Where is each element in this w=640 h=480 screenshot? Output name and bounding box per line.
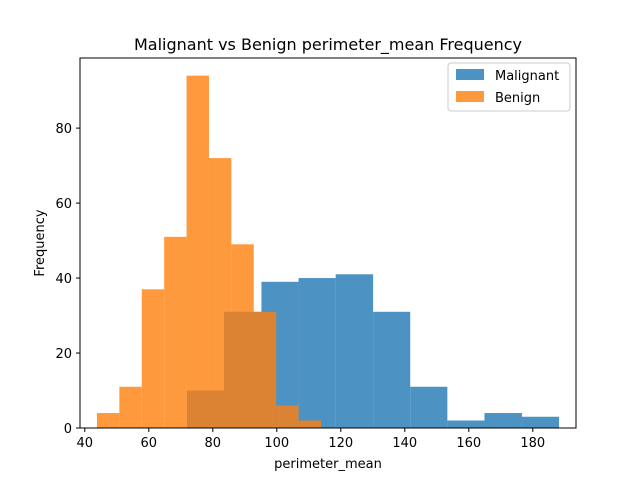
y-tick-label: 40 — [55, 272, 72, 287]
bar-malignant-9 — [521, 416, 560, 428]
legend-label-malignant: Malignant — [495, 69, 559, 84]
plot-frame — [79, 57, 577, 429]
y-tick-label: 20 — [55, 347, 72, 362]
chart-title: Malignant vs Benign perimeter_mean Frequ… — [134, 35, 522, 55]
y-tick-label: 60 — [55, 197, 72, 212]
x-axis-label: perimeter_mean — [274, 457, 382, 472]
bar-malignant-4 — [335, 274, 374, 428]
x-tick-label: 120 — [328, 436, 353, 451]
legend-label-benign: Benign — [495, 91, 540, 106]
x-tick-label: 180 — [520, 436, 545, 451]
bar-benign-0 — [96, 413, 120, 428]
bar-benign-2 — [141, 289, 165, 428]
x-tick-label: 140 — [392, 436, 417, 451]
x-tick-label: 60 — [141, 436, 158, 451]
bar-benign-7 — [253, 311, 277, 428]
x-tick-label: 160 — [456, 436, 481, 451]
legend: Malignant Benign — [447, 62, 571, 112]
x-tick-label: 40 — [77, 436, 94, 451]
legend-swatch-malignant — [456, 69, 484, 80]
bar-benign-4 — [186, 75, 209, 429]
y-tick-label: 80 — [55, 122, 72, 137]
bar-benign-1 — [119, 386, 142, 428]
y-axis-label: Frequency — [33, 209, 48, 276]
x-tick-label: 100 — [264, 436, 289, 451]
y-tick-label: 0 — [64, 422, 72, 437]
bar-malignant-7 — [447, 420, 485, 428]
bar-benign-6 — [231, 244, 254, 428]
bar-benign-5 — [208, 158, 232, 428]
bar-malignant-6 — [410, 386, 448, 428]
bar-malignant-8 — [484, 413, 522, 428]
bar-benign-8 — [276, 405, 299, 428]
bar-benign-3 — [164, 236, 187, 428]
bar-malignant-3 — [298, 278, 336, 428]
bar-benign-9 — [298, 420, 321, 428]
bars-layer — [96, 75, 560, 429]
x-tick-label: 80 — [205, 436, 222, 451]
ticks-layer: 40 60 80 100 120 140 160 180 0 20 40 60 80 — [55, 122, 545, 451]
legend-swatch-benign — [456, 91, 484, 102]
bar-malignant-5 — [373, 311, 411, 428]
